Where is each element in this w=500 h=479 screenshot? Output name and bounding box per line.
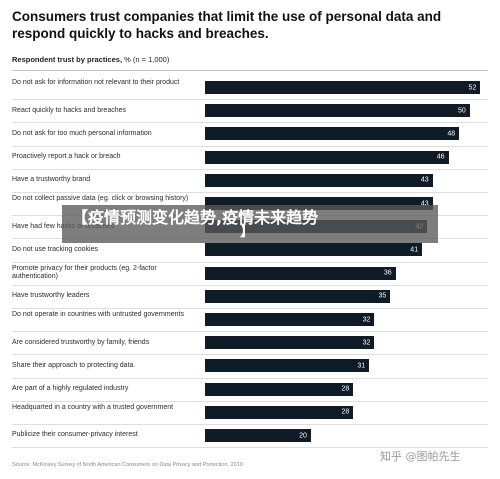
bar: 36: [205, 266, 396, 280]
category-label: Headquarted in a country with a trusted …: [12, 403, 174, 411]
bar: 35: [205, 289, 391, 303]
chart-row: Headquarted in a country with a trusted …: [12, 401, 488, 425]
bar-value-label: 43: [420, 176, 429, 184]
bar-value-label: 48: [447, 130, 456, 138]
chart-row: Do not use tracking cookies 41: [12, 238, 488, 263]
bar: 32: [205, 336, 375, 350]
source-note: Source: McKinsey Survey of North America…: [12, 462, 243, 468]
bar-value-label: 46: [436, 153, 445, 161]
chart-row: React quickly to hacks and breaches 50: [12, 99, 488, 124]
bar-value-label: 28: [341, 408, 350, 416]
chart-row: Proactively report a hack or breach 46: [12, 146, 488, 170]
bar-value-label: 41: [410, 246, 419, 254]
category-label: Do not operate in countries with untrust…: [12, 311, 184, 319]
overlay-line-2: 】: [240, 224, 254, 240]
category-label: Share their approach to protecting data: [12, 361, 134, 369]
category-label: Do not collect passive data (eg. click o…: [12, 195, 189, 203]
watermark: 知乎 @图帕先生: [380, 450, 461, 463]
category-label: Do not ask for information not relevant …: [12, 79, 180, 87]
bar-value-label: 52: [468, 84, 477, 92]
category-label: Proactively report a hack or breach: [12, 152, 121, 160]
chart-row: Do not ask for too much personal informa…: [12, 122, 488, 147]
subtitle-rest: % (n = 1,000): [122, 55, 170, 64]
chart-row: Have trustworthy leaders 35: [12, 285, 488, 309]
bar: 28: [205, 405, 354, 419]
bar-value-label: 36: [383, 269, 392, 277]
overlay-banner: 【疫情预测变化趋势,疫情未来趋势 】: [62, 205, 438, 243]
bar-value-label: 28: [341, 385, 350, 393]
category-label: Promote privacy for their products (eg. …: [12, 264, 157, 281]
category-label: Publicize their consumer-privacy interes…: [12, 431, 138, 439]
chart-title: Consumers trust companies that limit the…: [12, 9, 442, 41]
bar: 41: [205, 243, 423, 257]
bar: 28: [205, 382, 354, 396]
chart-row: Share their approach to protecting data 3…: [12, 354, 488, 379]
bar: 31: [205, 359, 370, 373]
bar: 52: [205, 81, 481, 95]
category-label: Have trustworthy leaders: [12, 292, 90, 300]
chart-subtitle: Respondent trust by practices, % (n = 1,…: [12, 55, 169, 64]
category-label: Are considered trustworthy by family, fr…: [12, 338, 150, 346]
bar-value-label: 50: [457, 107, 466, 115]
subtitle-bold: Respondent trust by practices,: [12, 55, 123, 64]
header-divider: [12, 70, 488, 71]
bar: 46: [205, 150, 449, 164]
bar-value-label: 43: [420, 200, 429, 208]
chart-row: Promote privacy for their products (eg. …: [12, 262, 488, 286]
bar: 50: [205, 104, 470, 118]
category-label: Do not ask for too much personal informa…: [12, 129, 152, 137]
bar-value-label: 32: [362, 339, 371, 347]
bar: 32: [205, 313, 375, 327]
chart-row: Do not operate in countries with untrust…: [12, 308, 488, 333]
category-label: React quickly to hacks and breaches: [12, 106, 127, 114]
category-label: Have a trustworthy brand: [12, 176, 91, 184]
category-label: Are part of a highly regulated industry: [12, 384, 129, 392]
chart-row: Are considered trustworthy by family, fr…: [12, 331, 488, 356]
chart-row: Publicize their consumer-privacy interes…: [12, 424, 488, 449]
chart-row: Do not ask for information not relevant …: [12, 76, 488, 101]
chart-row: Have a trustworthy brand 43: [12, 169, 488, 193]
bar-value-label: 35: [378, 292, 387, 300]
bar: 43: [205, 173, 433, 187]
bar-value-label: 32: [362, 316, 371, 324]
category-label: Do not use tracking cookies: [12, 245, 98, 253]
bar-value-label: 20: [299, 432, 307, 440]
bar-value-label: 31: [357, 362, 366, 370]
bar: 20: [205, 429, 311, 443]
overlay-line-1: 【疫情预测变化趋势,疫情未来趋势: [72, 208, 319, 227]
bar: 48: [205, 127, 460, 141]
chart-row: Are part of a highly regulated industry 2…: [12, 378, 488, 402]
